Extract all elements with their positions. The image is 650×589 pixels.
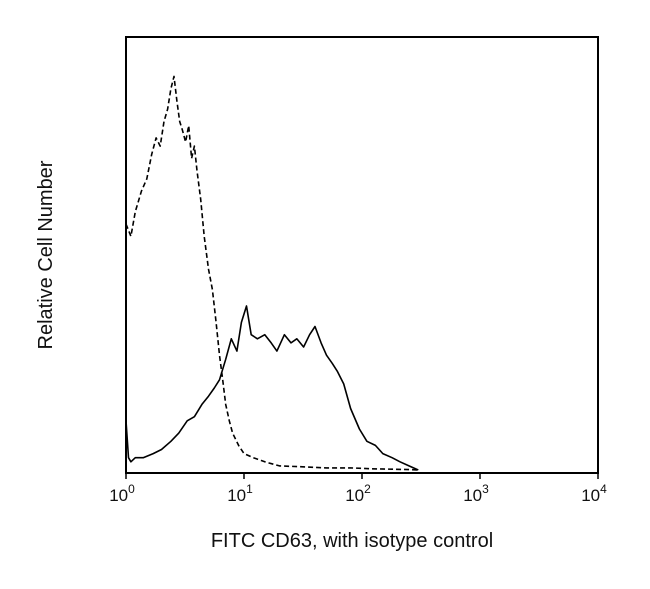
isotype-control-histogram — [125, 75, 419, 471]
cd63-histogram — [125, 305, 419, 471]
plot-frame — [125, 36, 599, 474]
x-axis-ticks: 100 101 102 103 104 — [109, 473, 607, 505]
y-axis-label: Relative Cell Number — [35, 160, 57, 349]
x-tick-label: 100 — [109, 482, 135, 505]
x-axis-label: FITC CD63, with isotype control — [211, 530, 493, 552]
series-layer — [125, 75, 419, 471]
x-tick-label: 104 — [581, 482, 607, 505]
x-tick-label: 103 — [463, 482, 489, 505]
x-tick-label: 102 — [345, 482, 371, 505]
x-tick-label: 101 — [227, 482, 253, 505]
